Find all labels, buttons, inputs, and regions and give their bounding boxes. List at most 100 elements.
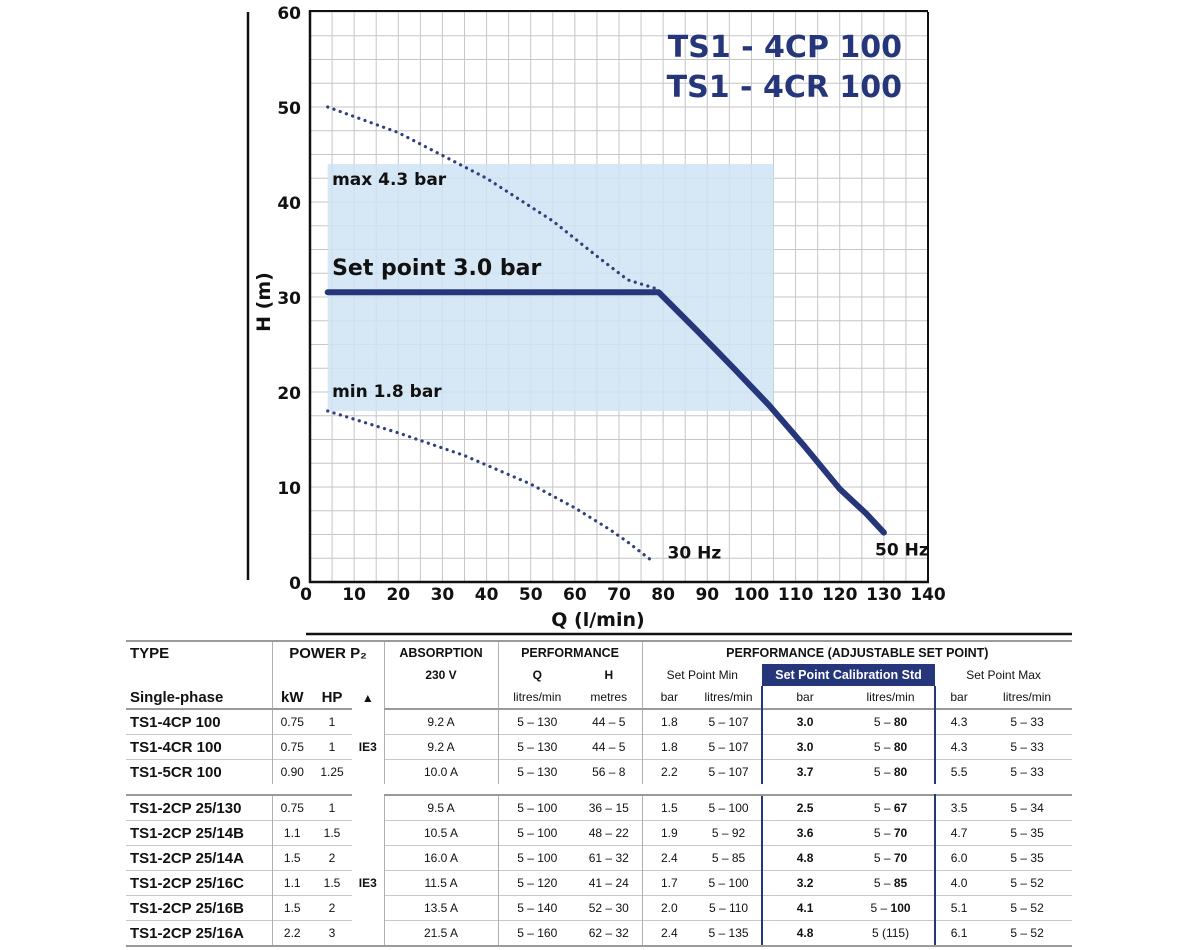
table-cell: 1 [312, 734, 352, 760]
table-cell: 41 – 24 [576, 870, 643, 896]
x-tick-label: 100 [734, 585, 770, 605]
table-cell: 2.4 [641, 920, 697, 947]
table-cell: 5 – 107 [696, 734, 763, 760]
table-cell: 3.0 [761, 708, 848, 735]
model-name: TS1-2CP 25/16A [126, 920, 272, 947]
efficiency-class-cell [352, 795, 384, 821]
table-cell: 1.5 [641, 794, 697, 821]
table-cell: 3.2 [761, 870, 848, 896]
table-cell: 5 – 130 [497, 708, 577, 735]
th-performance: PERFORMANCE [497, 640, 643, 664]
model-name: TS1-2CP 25/16C [126, 870, 272, 896]
table-header-row-3: Single-phase kW HP ▲ litres/min metres b… [126, 686, 1072, 709]
table-cell: 9.2 A [383, 734, 499, 760]
table-cell: 5 – 100 [497, 794, 577, 821]
th-h-unit: metres [590, 690, 628, 704]
series-line-30hz [326, 409, 652, 561]
cal-litres-from: 5 – [870, 901, 891, 915]
table-cell: 5 – 92 [696, 820, 763, 846]
pump-curve-chart: 0 10 20 30 40 50 60 70 80 90 100 110 120 130 140 0 10 20… [246, 4, 1072, 636]
table-cell: 5 – 107 [696, 759, 763, 784]
table-cell: 6.0 [935, 845, 983, 871]
table-cell: 5 – 100 [696, 870, 763, 896]
table-cell: 9.2 A [383, 708, 499, 735]
cal-litres-from: 5 (115) [871, 926, 910, 940]
table-cell: 4.1 [761, 895, 848, 921]
th-min-litres: litres/min [704, 690, 753, 704]
cal-litres-cell: 5 – 80 [847, 734, 937, 760]
th-set-point-min: Set Point Min [641, 664, 763, 686]
table-cell: 1.9 [641, 820, 697, 846]
cal-litres-to: 70 [893, 826, 908, 840]
x-tick-label: 140 [910, 585, 946, 605]
table-cell: 3.6 [761, 820, 848, 846]
table-cell: 5 – 120 [497, 870, 577, 896]
th-single-phase: Single-phase [130, 688, 224, 706]
chart-title-line: TS1 - 4CR 100 [667, 70, 902, 105]
th-cal-litres: litres/min [847, 686, 937, 709]
table-cell: 1.5 [271, 845, 312, 871]
cal-litres-from: 5 – [873, 876, 894, 890]
table-cell: 5 – 107 [696, 708, 763, 735]
table-cell: 5 – 52 [982, 870, 1073, 896]
table-cell: 36 – 15 [576, 794, 643, 821]
cal-litres-from: 5 – [873, 765, 894, 779]
specifications-table: TYPE POWER P₂ ABSORPTION PERFORMANCE PER… [126, 640, 1073, 947]
th-kw: kW [271, 686, 312, 709]
table-cell: 5.1 [935, 895, 983, 921]
th-efficiency-triangle: ▲ [361, 690, 374, 705]
x-tick-label: 90 [695, 585, 719, 605]
efficiency-class-cell [352, 846, 384, 871]
x-tick-label: 50 [519, 585, 543, 605]
table-cell: 5 – 130 [497, 734, 577, 760]
cal-litres-cell: 5 – 70 [847, 845, 937, 871]
table-cell: 5 – 52 [982, 920, 1073, 947]
table-header-row-2: 230 V Q H Set Point Min Set Point Calibr… [126, 664, 1072, 686]
table-cell: 1.8 [641, 734, 697, 760]
cal-litres-cell: 5 – 80 [847, 708, 937, 735]
table-cell: 5 – 35 [982, 845, 1073, 871]
efficiency-class-cell: IE3 [358, 876, 377, 890]
table-cell: 1.1 [271, 870, 312, 896]
y-tick-label: 30 [277, 289, 301, 309]
y-axis-ticks: 0 10 20 30 40 50 60 [277, 4, 301, 594]
series-line-max-boundary [326, 105, 661, 291]
table-cell: 2 [312, 895, 352, 921]
chart-frame [246, 10, 1072, 636]
cal-litres-from: 5 – [873, 715, 894, 729]
cal-litres-from: 5 – [873, 826, 894, 840]
table-cell: 11.5 A [383, 870, 499, 896]
y-tick-label: 60 [277, 4, 301, 24]
table-cell: 1.5 [271, 895, 312, 921]
x-tick-label: 70 [607, 585, 631, 605]
table-cell: 56 – 8 [576, 759, 643, 784]
table-cell: 13.5 A [383, 895, 499, 921]
table-cell: 0.75 [271, 734, 312, 760]
th-performance-adjustable: PERFORMANCE (ADJUSTABLE SET POINT) [641, 640, 1073, 664]
efficiency-class-cell: IE3 [358, 740, 377, 754]
table-cell: 62 – 32 [576, 920, 643, 947]
table-cell: 4.8 [761, 920, 848, 947]
table-cell: 1.25 [312, 759, 352, 784]
th-q-unit: litres/min [497, 686, 577, 709]
th-set-point-calibration-std: Set Point Calibration Std [762, 664, 936, 686]
table-cell: 2.2 [271, 920, 312, 947]
table-cell: 5.5 [935, 759, 983, 784]
table-cell: 1.8 [641, 708, 697, 735]
y-tick-label: 10 [277, 479, 301, 499]
model-name: TS1-4CR 100 [126, 734, 272, 760]
th-230v: 230 V [383, 664, 499, 686]
table-cell: 48 – 22 [576, 820, 643, 846]
table-cell: 5 – 110 [696, 895, 763, 921]
table-cell: 0.75 [271, 708, 312, 735]
efficiency-class-cell [352, 760, 384, 785]
chart-annotations: max 4.3 bar Set point 3.0 bar min 1.8 bar 3… [332, 170, 929, 563]
